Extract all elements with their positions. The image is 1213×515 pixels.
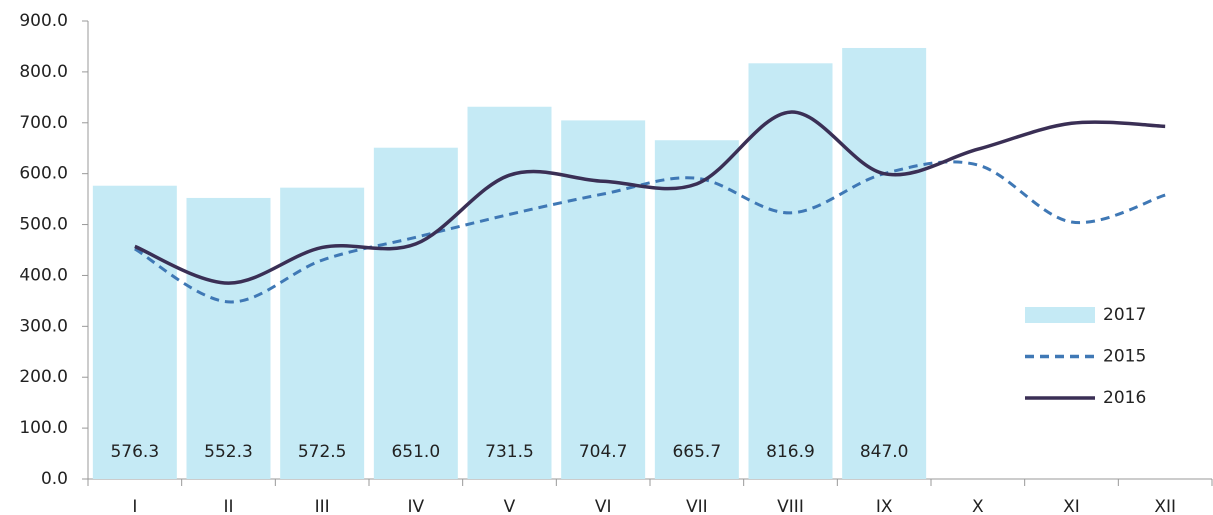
x-tick-label: VIII [777,497,804,515]
value-label: 847.0 [860,442,909,462]
bar [748,63,833,479]
x-tick-label: IX [876,497,893,515]
y-tick-label: 100.0 [19,418,68,438]
x-tick-label: VI [595,497,612,515]
bar [467,106,552,480]
y-tick-label: 800.0 [19,62,68,82]
bar [92,185,177,479]
value-label: 665.7 [672,442,721,462]
legend-label: 2016 [1103,388,1146,408]
legend-label: 2015 [1103,347,1146,367]
x-tick-label: VII [686,497,708,515]
y-tick-label: 0.0 [41,469,68,489]
value-label: 651.0 [391,442,440,462]
bar [373,147,458,480]
value-label: 704.7 [579,442,628,462]
bar [280,187,365,479]
x-tick-label: XII [1154,497,1176,515]
line [134,160,1166,304]
x-tick-label: I [132,497,137,515]
y-tick-label: 500.0 [19,215,68,235]
bar [186,197,271,479]
y-tick-label: 900.0 [19,11,68,31]
bar [842,47,927,480]
x-tick-label: X [972,497,984,515]
value-label: 576.3 [110,442,159,462]
value-label: 552.3 [204,442,253,462]
x-tick-label: IV [408,497,425,515]
value-label: 731.5 [485,442,534,462]
legend-label: 2017 [1103,305,1146,325]
x-tick-label: V [504,497,516,515]
y-tick-label: 600.0 [19,164,68,184]
y-tick-label: 400.0 [19,265,68,285]
value-label: 572.5 [298,442,347,462]
y-tick-label: 300.0 [19,316,68,336]
legend-swatch [1025,307,1095,323]
y-tick-label: 200.0 [19,367,68,387]
bar [561,120,646,480]
bar [654,140,739,479]
x-tick-label: II [223,497,233,515]
x-tick-label: XI [1063,497,1080,515]
line [134,110,1166,285]
x-tick-label: III [315,497,330,515]
value-label: 816.9 [766,442,815,462]
y-tick-label: 700.0 [19,113,68,133]
